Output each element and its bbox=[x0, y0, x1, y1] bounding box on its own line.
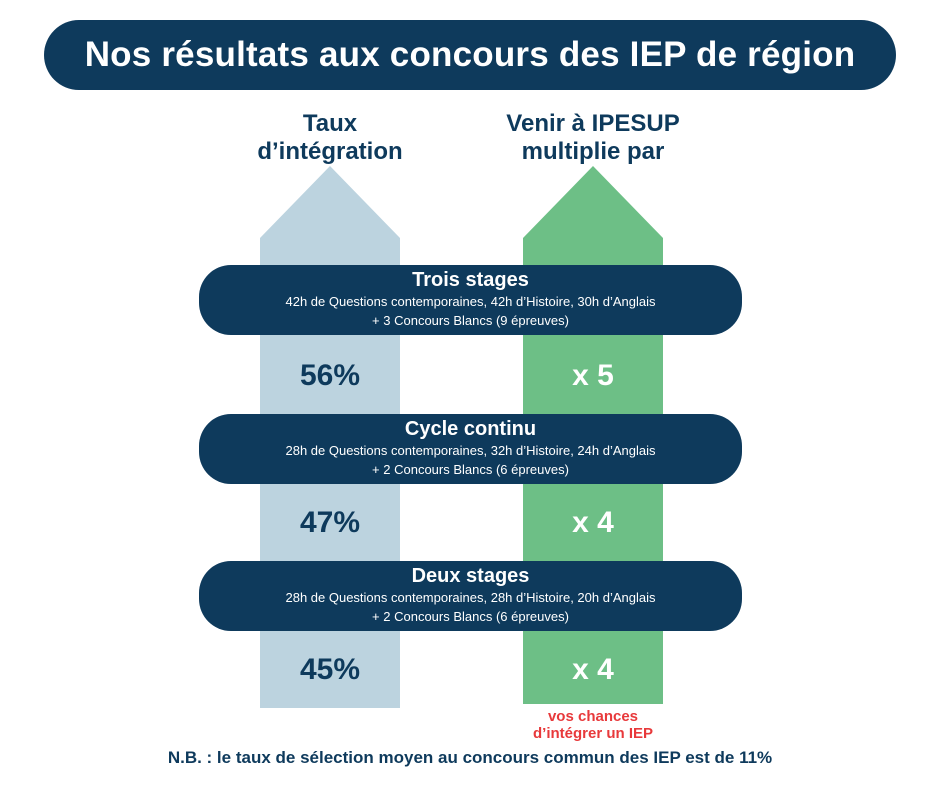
rate-header-line-1: Taux bbox=[302, 110, 358, 137]
footnote: N.B. : le taux de sélection moyen au con… bbox=[167, 748, 773, 767]
stage-hours: 28h de Questions contemporaines, 32h d’H… bbox=[285, 443, 656, 458]
caption-line-2: d’intégrer un IEP bbox=[532, 725, 653, 742]
rate-value: 56% bbox=[299, 359, 361, 392]
stage-name: Trois stages bbox=[412, 269, 529, 291]
stage-cycle-continu: Cycle continu 28h de Questions contempor… bbox=[199, 414, 742, 484]
page-title: Nos résultats aux concours des IEP de ré… bbox=[44, 20, 896, 90]
multiplier-value: x 5 bbox=[572, 359, 614, 392]
multiplier-column-header: Venir à IPESUP multiplie par bbox=[473, 110, 713, 166]
mult-header-line-2: multiplie par bbox=[521, 138, 665, 165]
stage-mock-exams: + 3 Concours Blancs (9 épreuves) bbox=[372, 313, 569, 328]
stage-trois-stages: Trois stages 42h de Questions contempora… bbox=[199, 265, 742, 335]
multiplier-value: x 4 bbox=[572, 653, 614, 686]
stage-mock-exams: + 2 Concours Blancs (6 épreuves) bbox=[372, 462, 569, 477]
stage-hours: 42h de Questions contemporaines, 42h d’H… bbox=[285, 294, 656, 309]
stage-hours: 28h de Questions contemporaines, 28h d’H… bbox=[285, 590, 656, 605]
stage-name: Deux stages bbox=[411, 565, 530, 587]
rate-value: 47% bbox=[299, 506, 361, 539]
rate-header-line-2: d’intégration bbox=[257, 138, 403, 165]
multiplier-value: x 4 bbox=[572, 506, 614, 539]
stage-name: Cycle continu bbox=[404, 418, 537, 440]
rate-value: 45% bbox=[299, 653, 361, 686]
stage-deux-stages: Deux stages 28h de Questions contemporai… bbox=[199, 561, 742, 631]
mult-header-line-1: Venir à IPESUP bbox=[506, 110, 680, 137]
rate-column-header: Taux d’intégration bbox=[210, 110, 450, 166]
stage-mock-exams: + 2 Concours Blancs (6 épreuves) bbox=[372, 609, 569, 624]
caption-line-1: vos chances bbox=[547, 708, 639, 725]
multiplier-caption: vos chances d’intégrer un IEP bbox=[490, 708, 696, 742]
